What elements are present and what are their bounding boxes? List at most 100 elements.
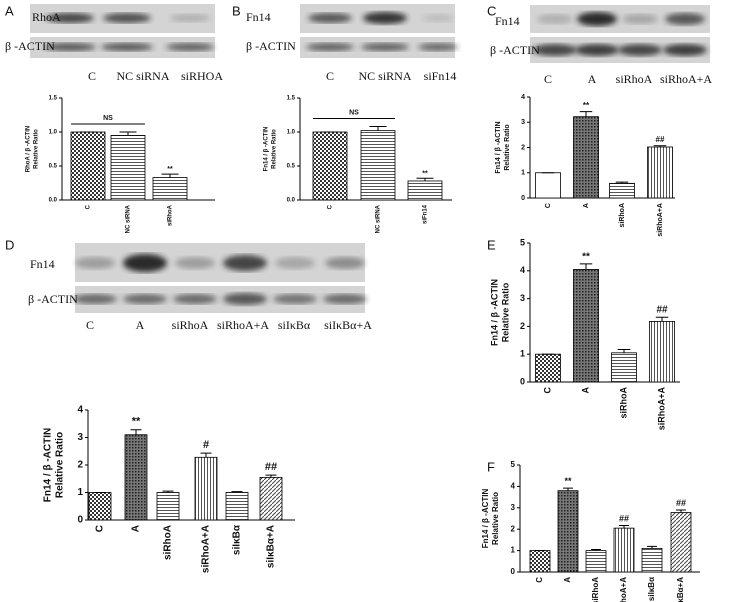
y-tick-label: 0.5: [49, 164, 58, 170]
error-bar: [130, 429, 142, 435]
x-tick-label: siRhoA: [618, 386, 628, 418]
y-tick-label: 1.0: [49, 130, 58, 136]
x-tick-label: C: [545, 203, 552, 208]
panel-letter: B: [232, 3, 241, 18]
bar: [110, 134, 146, 201]
error-bar: [579, 263, 593, 270]
panel-letter: D: [5, 237, 14, 252]
y-tick-label: 0: [77, 515, 83, 526]
y-tick-label: 1.0: [287, 130, 296, 136]
band: [170, 14, 210, 22]
error-bar: [265, 474, 277, 478]
x-tick-label: A: [563, 577, 572, 583]
band: [73, 294, 117, 304]
bar: [611, 352, 637, 383]
x-tick-label: siFn14: [423, 204, 429, 224]
error-bar: [653, 145, 667, 147]
band: [123, 294, 167, 304]
annotation: ##: [619, 514, 629, 524]
y-tick-label: 3: [77, 432, 83, 443]
bar: [407, 180, 443, 201]
lane-label: siIκBα: [278, 318, 311, 332]
bar: [259, 476, 283, 521]
bar: [194, 456, 218, 521]
error-bar: [617, 348, 631, 353]
band: [418, 43, 458, 51]
error-bar: [162, 490, 174, 493]
y-tick-label: 0: [520, 376, 525, 386]
band: [622, 14, 658, 24]
lane-label: C: [88, 69, 96, 83]
lane-label: siRhoA: [616, 72, 653, 86]
x-tick-label: A: [583, 203, 590, 208]
x-tick-label: C: [328, 204, 334, 209]
lane-label: C: [326, 69, 334, 83]
band: [422, 14, 454, 22]
band: [361, 43, 409, 51]
x-tick-label: siIκBα: [647, 577, 656, 601]
lane-label: siRHOA: [181, 69, 223, 83]
y-tick-label: 1: [520, 349, 525, 359]
y-tick-label: 5: [511, 460, 516, 469]
y-tick-label: 2: [521, 144, 525, 151]
annotation: **: [132, 416, 141, 428]
error-bar: [655, 316, 669, 322]
y-tick-label: 2: [520, 321, 525, 331]
annotation: ##: [676, 498, 686, 508]
x-tick-label: C: [86, 204, 92, 209]
x-tick-label: NC siRNA: [126, 204, 132, 233]
blot-a: RhoA β -ACTIN C NC siRNA siRHOA: [5, 4, 223, 83]
x-tick-label: siRhoA: [591, 577, 600, 602]
bracket-label: NS: [349, 109, 359, 116]
y-tick-label: 3: [521, 119, 525, 126]
x-tick-label: C: [542, 387, 552, 394]
bar: [573, 269, 599, 383]
y-axis-label: Relative Ratio: [491, 492, 500, 545]
y-tick-label: 0.5: [287, 164, 296, 170]
annotation: **: [582, 251, 590, 262]
error-bar: [676, 509, 686, 513]
bar: [647, 146, 673, 199]
row-label: Fn14: [30, 257, 55, 271]
bar: [535, 172, 561, 199]
row-label: Fn14: [246, 10, 271, 24]
x-tick-label: siRhoA: [168, 204, 174, 226]
band: [223, 255, 267, 271]
bar: [360, 130, 396, 201]
lane-label: NC siRNA: [116, 69, 169, 83]
bar: [609, 182, 635, 199]
error-bar: [615, 181, 629, 184]
x-tick-label: siRhoA+A: [619, 577, 628, 602]
bar: [670, 512, 692, 573]
x-tick-label: A: [131, 525, 142, 532]
row-label: β -ACTIN: [246, 39, 296, 53]
panel-letter: F: [487, 459, 495, 474]
y-axis-label: Relative Ratio: [272, 129, 278, 169]
error-bar: [591, 549, 601, 551]
y-axis-label: Relative Ratio: [34, 129, 40, 169]
panel-letter: A: [5, 3, 14, 18]
panel-letter: C: [487, 3, 496, 18]
blot-c: Fn14 β -ACTIN C A siRhoA siRhoA+A: [490, 5, 712, 86]
annotation: **: [167, 166, 173, 173]
annotation: ##: [265, 461, 277, 473]
band: [663, 44, 707, 56]
band: [101, 43, 153, 51]
blot-b: Fn14 β -ACTIN C NC siRNA siFn14: [246, 4, 458, 83]
error-bar: [619, 525, 629, 529]
band: [173, 294, 217, 304]
y-tick-label: 1.5: [287, 96, 296, 102]
band: [577, 12, 617, 26]
y-tick-label: 4: [521, 94, 525, 101]
y-tick-label: 1: [77, 487, 83, 498]
band: [537, 14, 573, 24]
bracket-label: NS: [103, 115, 113, 122]
x-tick-label: C: [95, 525, 106, 532]
y-tick-label: 1: [521, 170, 525, 177]
y-tick-label: 1: [511, 546, 516, 555]
band: [363, 12, 407, 24]
x-tick-label: siRhoA: [619, 203, 626, 228]
x-tick-label: siRhoA: [163, 525, 174, 560]
